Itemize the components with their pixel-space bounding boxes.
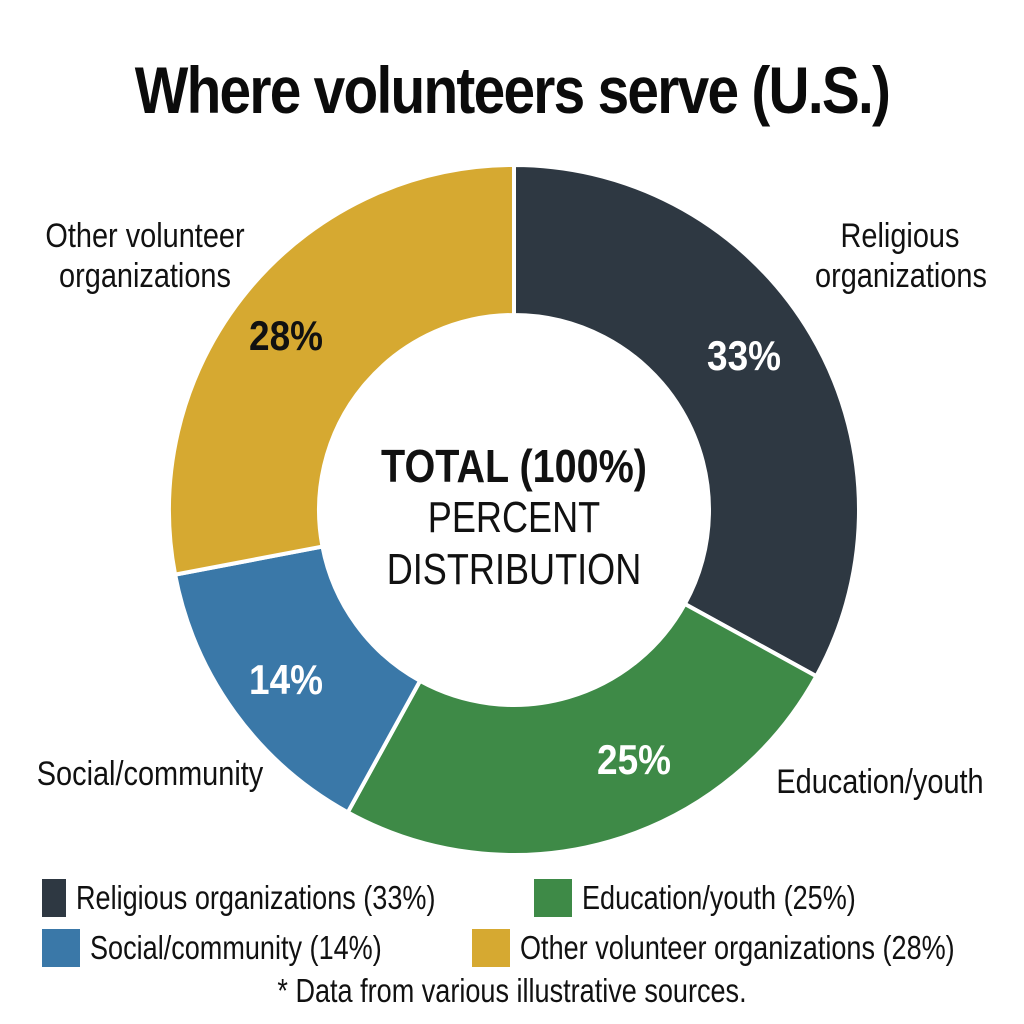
legend-swatch-education [534, 879, 572, 917]
legend-row-2: Social/community (14%) Other volunteer o… [42, 926, 1024, 970]
label-religious: Religious organizations [815, 217, 987, 295]
legend-item-social: Social/community (14%) [42, 929, 452, 967]
pct-education: 25% [597, 736, 672, 783]
label-other: Other volunteer organizations [45, 217, 245, 295]
donut-slice-education-youth [345, 601, 820, 857]
donut-slice-religious-organizations [512, 162, 861, 679]
label-social: Social/community [36, 755, 264, 793]
pct-social: 14% [249, 656, 324, 703]
center-distribution: DISTRIBUTION [386, 545, 642, 594]
legend-item-education: Education/youth (25%) [534, 879, 916, 917]
legend-item-religious: Religious organizations (33%) [42, 879, 514, 917]
label-education: Education/youth [776, 763, 984, 801]
center-total: TOTAL (100%) [380, 440, 647, 492]
pct-religious: 33% [707, 332, 782, 379]
legend-swatch-other [472, 929, 510, 967]
center-percent: PERCENT [427, 493, 601, 542]
footnote: * Data from various illustrative sources… [277, 972, 747, 1009]
legend-row-1: Religious organizations (33%) Education/… [42, 876, 936, 920]
legend-swatch-religious [42, 879, 66, 917]
legend-swatch-social [42, 929, 80, 967]
legend-item-other: Other volunteer organizations (28%) [472, 929, 1024, 967]
donut-slice-social-community [172, 544, 423, 816]
chart-title: Where volunteers serve (U.S.) [134, 53, 891, 127]
pct-other: 28% [249, 312, 324, 359]
donut-center-text: TOTAL (100%) PERCENT DISTRIBUTION [314, 440, 714, 596]
donut-slice-other-volunteer-organizations [167, 162, 516, 577]
